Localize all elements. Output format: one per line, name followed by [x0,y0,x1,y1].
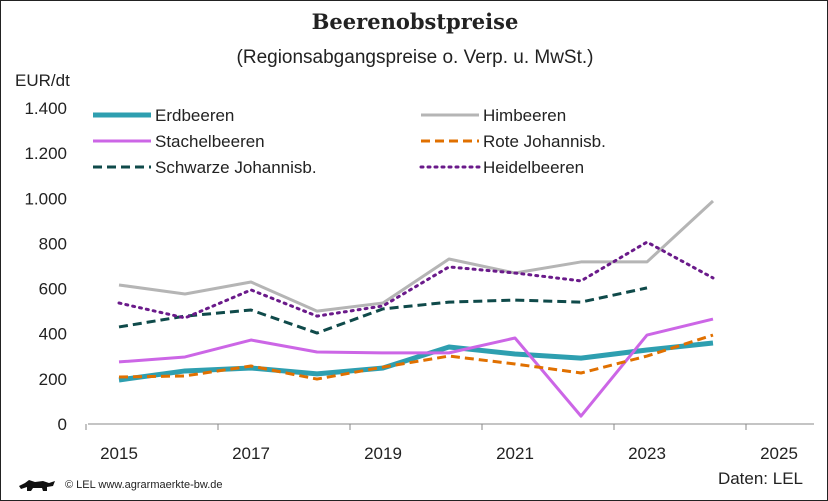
series-line-schwarze-johannisb- [118,286,648,335]
lion-logo-icon [19,480,55,491]
x-tick-label: 2021 [496,444,534,463]
legend-label: Schwarze Johannisb. [155,158,317,177]
copyright-text: © LEL www.agrarmaerkte-bw.de [65,479,223,491]
series-line-heidelbeeren [117,240,715,320]
series-line-rote-johannisb- [118,333,714,381]
chart-subtitle: (Regionsabgangspreise o. Verp. u. MwSt.) [236,47,594,68]
x-tick-label: 2015 [100,444,138,463]
x-tick-label: 2019 [364,444,402,463]
legend-label: Stachelbeeren [155,132,265,151]
y-tick-label: 1.400 [24,99,67,118]
series-line-himbeeren [118,199,715,313]
y-tick-label: 200 [39,370,67,389]
chart-title: Beerenobstpreise [311,9,519,34]
y-axis-label: EUR/dt [15,71,70,90]
x-tick-label: 2017 [232,444,270,463]
y-tick-label: 400 [39,325,67,344]
legend-label: Heidelbeeren [483,158,584,177]
series-line-stachelbeeren [118,317,714,418]
legend-label: Himbeeren [483,106,566,125]
y-tick-label: 1.000 [24,189,67,208]
legend-label: Erdbeeren [155,106,234,125]
data-source: Daten: LEL [717,469,803,488]
y-tick-label: 800 [39,234,67,253]
y-tick-label: 1.200 [24,144,67,163]
x-tick-label: 2025 [760,444,798,463]
legend-label: Rote Johannisb. [483,132,606,151]
y-tick-label: 0 [58,415,67,434]
y-tick-label: 600 [39,280,67,299]
x-tick-label: 2023 [628,444,666,463]
